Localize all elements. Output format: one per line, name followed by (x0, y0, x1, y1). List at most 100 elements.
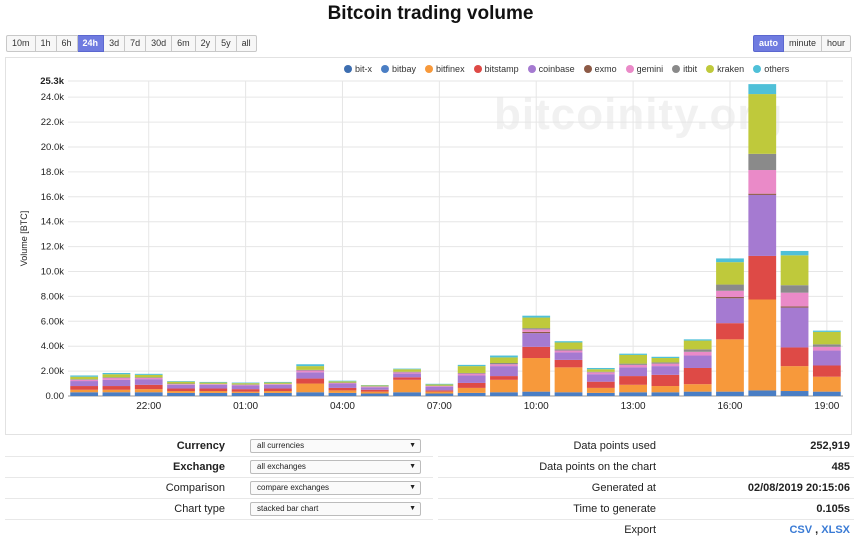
bar-segment-bitbay (813, 392, 841, 396)
chart-legend: bit-x bitbay bitfinex bitstamp coinbase exmo g… (344, 64, 798, 74)
legend-item-gemini[interactable]: gemini (626, 64, 664, 74)
stat-row-data-points-chart: Data points on the chart 485 (438, 457, 854, 478)
legend-item-bitbay[interactable]: bitbay (381, 64, 416, 74)
bar-segment-bitfinex (652, 386, 680, 392)
bar-segment-others (393, 369, 421, 370)
bar-segment-others (264, 382, 292, 383)
bar-segment-itbit (781, 285, 809, 292)
range-30d-button[interactable]: 30d (146, 35, 172, 52)
legend-dot-icon (344, 65, 352, 73)
volume-chart: 0.002.00k4.00k6.00k8.00k10.0k12.0k14.0k1… (5, 57, 850, 433)
legend-label: gemini (637, 64, 664, 74)
bar-segment-coinbase (264, 385, 292, 389)
legend-item-itbit[interactable]: itbit (672, 64, 697, 74)
bar-segment-gemini (684, 352, 712, 356)
bar-segment-gemini (393, 372, 421, 373)
bar-segment-bitstamp (103, 386, 131, 390)
bar-segment-gemini (587, 372, 615, 374)
bar-segment-kraken (619, 355, 647, 364)
legend-item-bit-x[interactable]: bit-x (344, 64, 372, 74)
bar-segment-others (135, 374, 163, 375)
comparison-select[interactable]: compare exchanges▼ (250, 481, 421, 495)
legend-item-bitfinex[interactable]: bitfinex (425, 64, 465, 74)
bar-segment-kraken (587, 369, 615, 371)
range-6m-button[interactable]: 6m (172, 35, 196, 52)
bar-segment-bitbay (199, 393, 227, 396)
stat-label: Data points on the chart (539, 461, 656, 473)
bar-segment-coinbase (232, 385, 260, 389)
bar-segment-gemini (135, 378, 163, 379)
range-6h-button[interactable]: 6h (57, 35, 78, 52)
bar-segment-coinbase (813, 351, 841, 366)
bar-segment-others (329, 381, 357, 382)
bar-segment-kraken (748, 94, 776, 154)
bar-segment-gemini (264, 384, 292, 385)
x-tick-label: 19:00 (814, 401, 839, 412)
bar-segment-kraken (135, 375, 163, 377)
control-row-currency: Currency all currencies▼ (5, 436, 433, 457)
stat-value: 0.105s (816, 503, 850, 515)
resolution-auto-button[interactable]: auto (753, 35, 784, 52)
bar-segment-coinbase (199, 385, 227, 389)
bar-segment-bitstamp (361, 390, 389, 392)
legend-item-others[interactable]: others (753, 64, 789, 74)
export-csv-link[interactable]: CSV (789, 524, 812, 536)
bar-segment-bitfinex (135, 389, 163, 392)
legend-label: bit-x (355, 64, 372, 74)
bar-segment-bitbay (103, 392, 131, 396)
range-10m-button[interactable]: 10m (6, 35, 36, 52)
export-xlsx-link[interactable]: XLSX (821, 524, 850, 536)
bar-segment-itbit (813, 344, 841, 346)
y-tick-label: 18.0k (41, 167, 64, 178)
bar-segment-bitfinex (555, 367, 583, 392)
range-24h-button[interactable]: 24h (78, 35, 105, 52)
chart-type-select[interactable]: stacked bar chart▼ (250, 502, 421, 516)
bar-segment-bitfinex (716, 339, 744, 391)
bar-segment-bitbay (587, 393, 615, 396)
bar-segment-bitstamp (490, 376, 518, 380)
legend-item-exmo[interactable]: exmo (584, 64, 617, 74)
bar-segment-others (813, 331, 841, 332)
range-2y-button[interactable]: 2y (196, 35, 217, 52)
bar-segment-gemini (522, 329, 550, 331)
bar-segment-gemini (425, 386, 453, 387)
bar-segment-gemini (748, 170, 776, 194)
y-axis-label: Volume [BTC] (19, 211, 29, 267)
currency-label: Currency (177, 440, 225, 452)
resolution-minute-button[interactable]: minute (784, 35, 822, 52)
range-all-button[interactable]: all (237, 35, 257, 52)
range-3d-button[interactable]: 3d (104, 35, 125, 52)
y-tick-label: 12.0k (41, 242, 64, 253)
bar-segment-kraken (684, 341, 712, 350)
bar-segment-others (781, 251, 809, 255)
legend-item-bitstamp[interactable]: bitstamp (474, 64, 519, 74)
stat-row-data-points-used: Data points used 252,919 (438, 436, 854, 457)
stat-label: Export (624, 524, 656, 536)
bar-segment-kraken (329, 381, 357, 382)
range-1h-button[interactable]: 1h (36, 35, 57, 52)
legend-item-coinbase[interactable]: coinbase (528, 64, 575, 74)
bar-segment-itbit (748, 154, 776, 170)
bar-segment-others (458, 365, 486, 366)
bar-segment-bitbay (781, 391, 809, 396)
exchange-select[interactable]: all exchanges▼ (250, 460, 421, 474)
bar-segment-itbit (555, 349, 583, 350)
bar-segment-bitfinex (587, 388, 615, 393)
resolution-hour-button[interactable]: hour (822, 35, 851, 52)
legend-label: itbit (683, 64, 697, 74)
bar-segment-kraken (716, 262, 744, 284)
range-7d-button[interactable]: 7d (125, 35, 146, 52)
range-5y-button[interactable]: 5y (216, 35, 237, 52)
bar-segment-itbit (652, 362, 680, 363)
dropdown-arrow-icon: ▼ (409, 482, 416, 494)
y-tick-label: 22.0k (41, 117, 64, 128)
currency-select[interactable]: all currencies▼ (250, 439, 421, 453)
bar-segment-others (619, 354, 647, 355)
page-title: Bitcoin trading volume (0, 3, 861, 25)
bar-segment-bitfinex (199, 391, 227, 393)
bar-segment-others (232, 383, 260, 384)
legend-item-kraken[interactable]: kraken (706, 64, 744, 74)
bar-segment-coinbase (167, 385, 195, 389)
bar-segment-kraken (264, 383, 292, 384)
